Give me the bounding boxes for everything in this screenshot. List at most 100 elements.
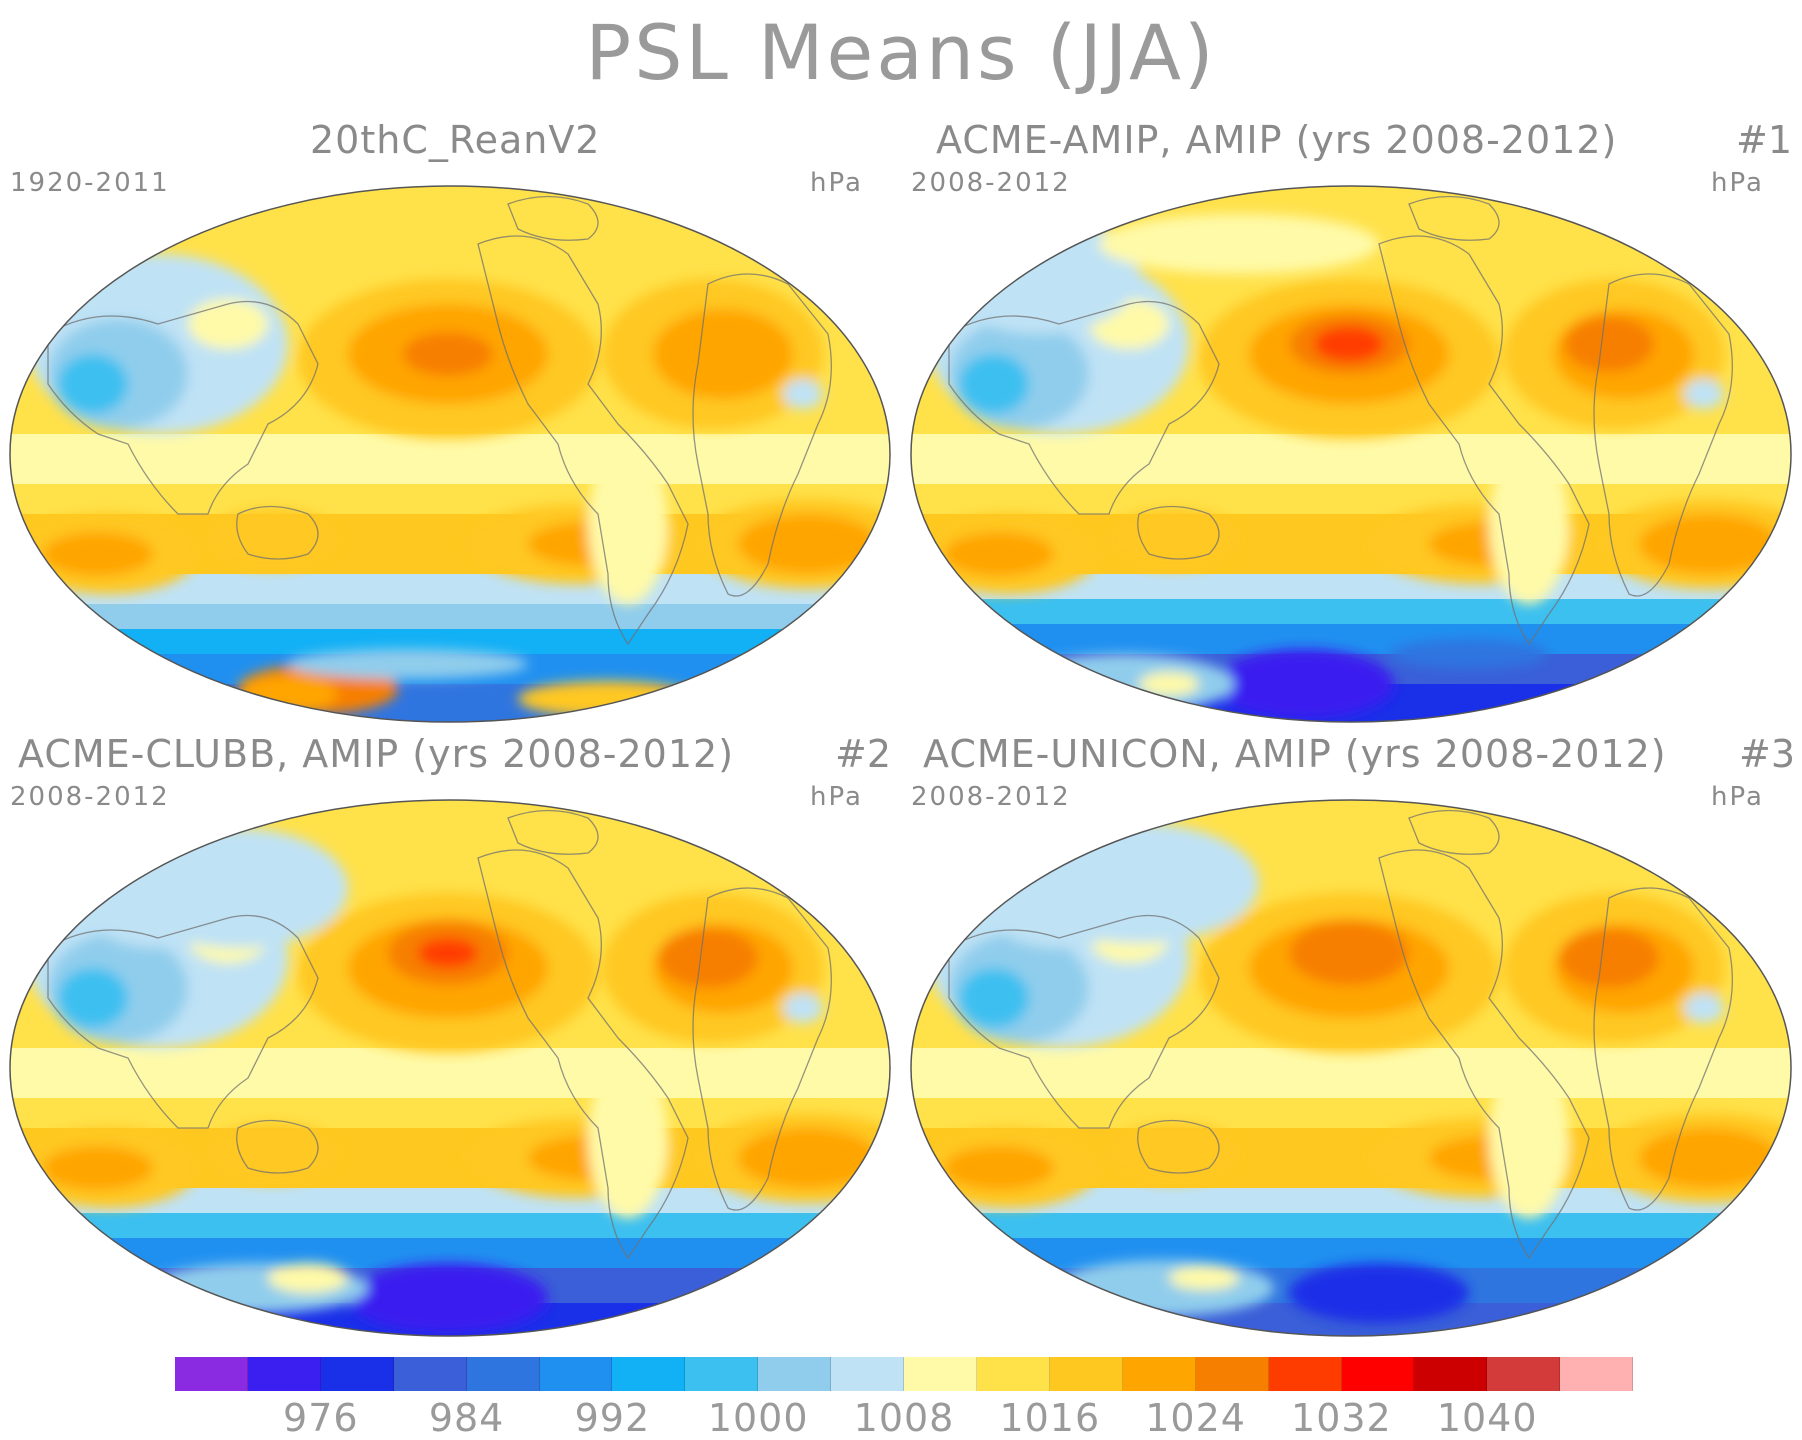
pressure-contour	[1669, 1268, 1789, 1308]
coastline	[692, 887, 832, 1211]
colorbar-swatch	[1560, 1357, 1634, 1391]
coastline	[1378, 849, 1590, 1260]
colorbar-swatch	[904, 1357, 977, 1391]
pressure-contour	[208, 509, 338, 569]
coastline	[1593, 887, 1733, 1211]
panel-units: hPa	[810, 782, 863, 812]
coastline	[477, 235, 689, 646]
pressure-contour	[738, 514, 878, 574]
panel-period: 2008-2012	[911, 168, 1071, 198]
pressure-contour	[738, 1128, 878, 1188]
psl-map	[9, 799, 891, 1337]
psl-map	[910, 185, 1792, 723]
map-outline	[910, 799, 1792, 1337]
map-panel: 20thC_ReanV2 1920-2011 hPa	[0, 118, 900, 733]
panel-number: #3	[1739, 732, 1796, 776]
colorbar-label: 1000	[707, 1396, 809, 1440]
coastline	[47, 914, 319, 1129]
pressure-contour	[1289, 921, 1409, 985]
colorbar-swatch	[1049, 1357, 1123, 1391]
panel-title: ACME-UNICON, AMIP (yrs 2008-2012)	[923, 732, 1667, 776]
psl-map	[910, 799, 1792, 1337]
pressure-contour	[653, 309, 793, 399]
panel-units: hPa	[1711, 168, 1764, 198]
coastline	[477, 849, 689, 1260]
colorbar-swatch	[393, 1357, 467, 1391]
colorbar	[175, 1357, 1634, 1391]
pressure-band	[10, 684, 890, 722]
coastline	[1408, 195, 1500, 241]
panel-title: 20thC_ReanV2	[310, 118, 601, 162]
pressure-contour	[1389, 639, 1549, 669]
coastline	[948, 300, 1220, 515]
colorbar-swatch	[612, 1357, 686, 1391]
pressure-contour	[188, 299, 268, 349]
pressure-contour	[979, 848, 1139, 948]
coastline	[948, 914, 1220, 1129]
colorbar-swatch	[976, 1357, 1050, 1391]
colorbar-label: 1040	[1436, 1396, 1538, 1440]
panel-units: hPa	[1711, 782, 1764, 812]
colorbar-swatch	[466, 1357, 540, 1391]
colorbar-swatch	[1487, 1357, 1561, 1391]
pressure-contour	[1054, 1260, 1274, 1316]
pressure-contour	[1109, 509, 1239, 569]
psl-map	[9, 185, 891, 723]
pressure-contour	[1684, 993, 1724, 1023]
pressure-contour	[588, 444, 668, 604]
coastline	[236, 1119, 319, 1174]
pressure-contour	[1489, 444, 1569, 604]
pressure-contour	[1214, 649, 1394, 719]
pressure-band	[10, 800, 890, 879]
pressure-contour	[58, 968, 128, 1028]
colorbar-label: 984	[428, 1396, 505, 1440]
pressure-contour	[783, 993, 823, 1023]
pressure-contour	[588, 1058, 668, 1218]
figure-title: PSL Means (JJA)	[585, 8, 1217, 97]
pressure-contour	[1684, 379, 1724, 409]
pressure-band	[10, 186, 890, 265]
panel-units: hPa	[810, 168, 863, 198]
map-outline	[9, 799, 891, 1337]
pressure-contour	[208, 1123, 338, 1183]
pressure-band	[10, 604, 890, 630]
coastline	[1408, 809, 1500, 855]
coastline	[47, 300, 319, 515]
colorbar-labels: 976 984 992 1000 1008 1016 1024 1032 1040	[175, 1396, 1633, 1440]
colorbar-label: 992	[574, 1396, 651, 1440]
pressure-contour	[1314, 326, 1384, 362]
pressure-contour	[78, 848, 238, 948]
colorbar-swatch	[1268, 1357, 1342, 1391]
pressure-contour	[1639, 514, 1779, 574]
pressure-contour	[268, 1263, 348, 1293]
colorbar-swatch	[685, 1357, 759, 1391]
pressure-band	[911, 1213, 1791, 1239]
pressure-band	[911, 1238, 1791, 1269]
pressure-contour	[1139, 672, 1199, 696]
pressure-band	[911, 624, 1791, 655]
pressure-contour	[58, 354, 128, 414]
colorbar-swatch	[758, 1357, 832, 1391]
map-panel: ACME-AMIP, AMIP (yrs 2008-2012) #1 2008-20…	[901, 118, 1801, 733]
coastline	[692, 273, 832, 597]
pressure-contour	[403, 332, 493, 376]
coastline	[1378, 235, 1590, 646]
pressure-band	[10, 434, 890, 485]
map-outline	[9, 185, 891, 723]
coastline	[1137, 505, 1220, 560]
colorbar-label: 1024	[1145, 1396, 1246, 1440]
pressure-band	[10, 1213, 890, 1239]
colorbar-label: 1016	[999, 1396, 1101, 1440]
pressure-contour	[959, 968, 1029, 1028]
panel-number: #1	[1736, 118, 1793, 162]
panel-title: ACME-AMIP, AMIP (yrs 2008-2012)	[936, 118, 1618, 162]
pressure-contour	[43, 532, 153, 576]
coastline	[1137, 1119, 1220, 1174]
map-panel: ACME-UNICON, AMIP (yrs 2008-2012) #3 2008-…	[901, 732, 1801, 1347]
pressure-contour	[1489, 1058, 1569, 1218]
pressure-band	[911, 434, 1791, 485]
colorbar-swatch	[1414, 1357, 1488, 1391]
colorbar-label: 976	[283, 1396, 359, 1440]
pressure-contour	[1639, 1128, 1779, 1188]
coastline	[507, 809, 599, 855]
